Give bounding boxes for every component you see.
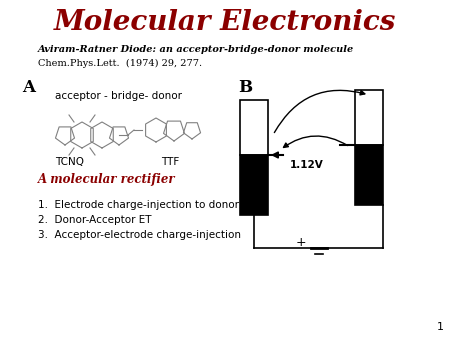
Bar <box>355 145 383 205</box>
Text: +: + <box>295 236 306 248</box>
Text: B: B <box>238 79 252 97</box>
Text: 1: 1 <box>437 322 444 332</box>
Text: 1.12V: 1.12V <box>290 160 324 170</box>
Text: Chem.Phys.Lett.  (1974) 29, 277.: Chem.Phys.Lett. (1974) 29, 277. <box>38 58 202 68</box>
Bar <box>240 100 268 155</box>
Bar <box>355 90 383 145</box>
Text: TCNQ: TCNQ <box>55 157 84 167</box>
Text: A molecular rectifier: A molecular rectifier <box>38 173 176 187</box>
Text: Molecular Electronics: Molecular Electronics <box>54 8 396 35</box>
Text: A: A <box>22 79 35 97</box>
Text: acceptor - bridge- donor: acceptor - bridge- donor <box>55 91 182 101</box>
Text: 2.  Donor-Acceptor ET: 2. Donor-Acceptor ET <box>38 215 152 225</box>
Text: Aviram-Ratner Diode: an acceptor-bridge-donor molecule: Aviram-Ratner Diode: an acceptor-bridge-… <box>38 46 354 54</box>
Text: TTF: TTF <box>161 157 179 167</box>
Bar <box>240 155 268 215</box>
Text: 1.  Electrode charge-injection to donor: 1. Electrode charge-injection to donor <box>38 200 239 210</box>
Text: 3.  Acceptor-electrode charge-injection: 3. Acceptor-electrode charge-injection <box>38 230 241 240</box>
